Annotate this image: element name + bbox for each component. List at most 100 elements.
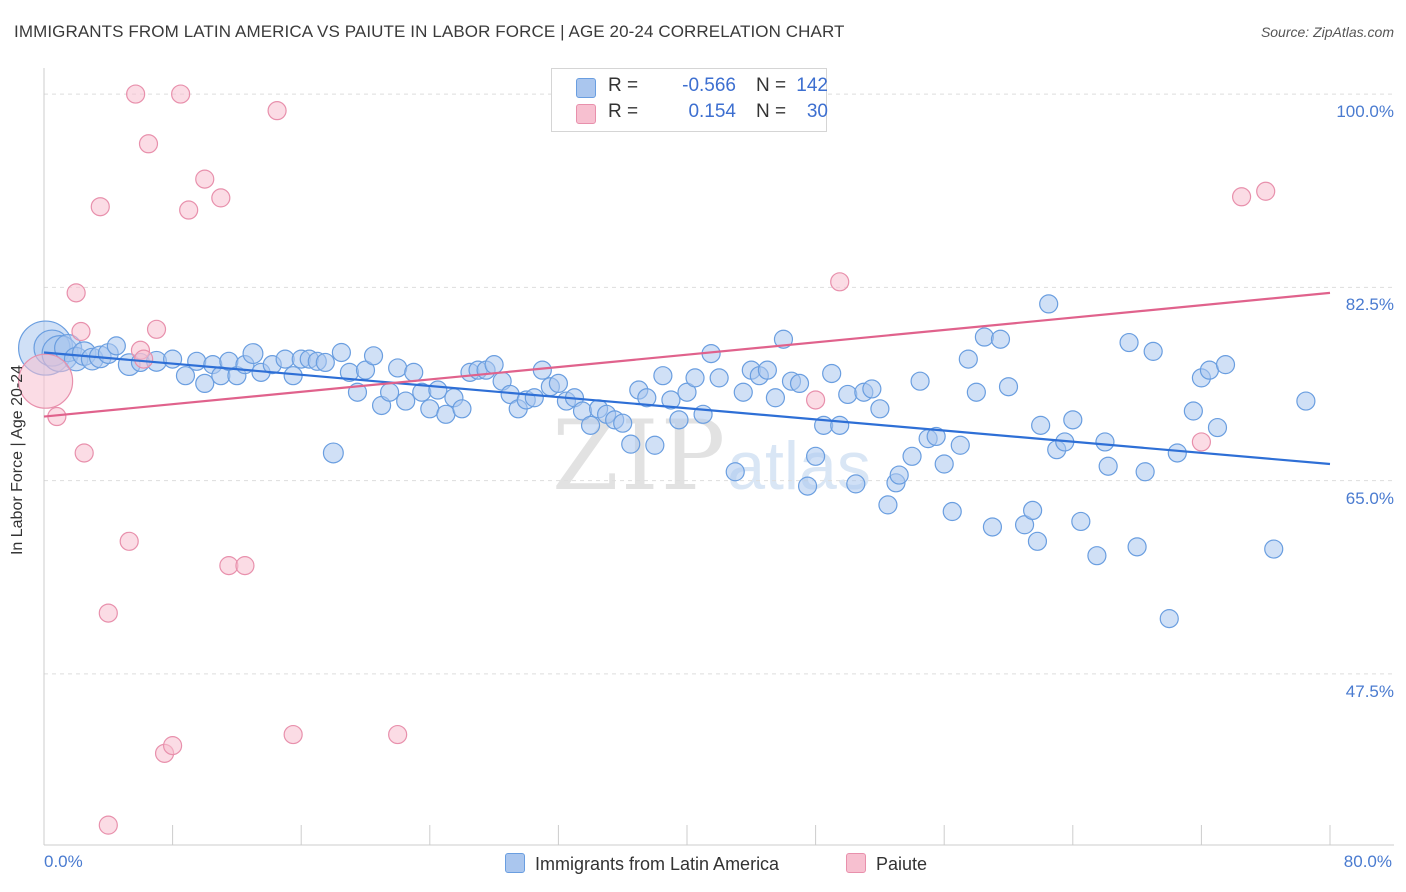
point-latin-america [765,388,786,408]
point-latin-america [1063,410,1083,430]
legend-n-value: 142 [796,75,828,96]
point-paiute [267,101,287,121]
point-latin-america [1071,511,1091,532]
bottom-legend-paiute: Paiute [846,853,927,875]
point-latin-america [388,358,408,378]
point-latin-america [902,446,922,466]
point-latin-america [1127,537,1147,557]
point-latin-america [910,371,930,391]
point-paiute [119,531,139,551]
point-paiute [283,724,303,745]
point-latin-america [275,349,295,369]
legend-r-value: 0.154 [688,101,736,122]
legend-n-label: N = [756,101,787,122]
point-latin-america [982,517,1003,537]
legend-r-label: R = [608,101,639,122]
point-latin-america [685,368,705,388]
point-latin-america [822,363,842,384]
point-latin-america [580,415,601,435]
legend-n-label: N = [756,75,787,96]
point-latin-america [773,329,794,349]
point-paiute [388,724,408,745]
y-tick-label: 47.5% [1345,681,1394,701]
legend-r-label: R = [608,75,639,96]
trend-line-latin-america [43,351,1331,466]
point-latin-america [187,351,207,371]
point-paiute [163,736,183,756]
point-latin-america [1183,401,1203,421]
y-tick-label: 100.0% [1336,102,1394,122]
point-latin-america [998,377,1019,397]
point-latin-america [846,474,866,494]
point-latin-america [1023,500,1043,521]
point-latin-america [1296,391,1316,411]
trend-line-paiute [43,291,1331,418]
point-paiute [1191,432,1212,452]
point-latin-america [878,495,898,515]
legend-n-value: 30 [806,101,828,122]
point-paiute [211,188,231,208]
point-latin-america [355,360,376,380]
point-latin-america [974,327,994,347]
point-paiute [171,84,191,104]
point-latin-america [195,373,215,394]
legend-r-value: -0.566 [682,75,736,96]
point-latin-america [1199,360,1220,380]
point-latin-america [789,373,810,394]
point-latin-america [934,454,954,474]
point-latin-america [396,391,416,411]
point-latin-america [942,501,962,522]
point-paiute [195,169,215,189]
point-latin-america [322,442,344,464]
point-paiute [805,390,826,410]
point-latin-america [862,379,882,399]
point-paiute [1231,187,1252,207]
point-latin-america [725,462,745,482]
point-latin-america [653,366,673,386]
point-latin-america [661,390,681,410]
trend-lines [43,291,1331,466]
point-latin-america [830,415,850,435]
point-latin-america [420,399,440,419]
point-latin-america [484,355,504,375]
x-tick-label-max: 80.0% [1343,852,1392,871]
point-paiute [179,200,199,220]
point-latin-america [1167,443,1187,463]
point-latin-america [404,362,424,382]
point-latin-america [838,384,858,405]
point-latin-america [926,426,946,447]
point-latin-america [331,342,351,363]
point-latin-america [637,388,657,408]
legend-swatch-blue [576,78,596,98]
point-paiute [235,556,255,576]
data-points [18,84,1316,835]
point-paiute [1256,181,1276,201]
point-latin-america [1143,341,1163,361]
point-paiute [18,353,74,409]
point-latin-america [1098,456,1118,476]
point-latin-america [1014,515,1035,535]
point-latin-america [709,368,729,388]
point-latin-america [669,410,689,430]
legend-swatch-pink [846,853,866,873]
y-tick-label: 65.0% [1345,488,1394,508]
point-latin-america [797,476,818,496]
source-credit: Source: ZipAtlas.com [1260,24,1394,40]
point-latin-america [1215,355,1236,375]
y-axis-label: In Labor Force | Age 20-24 [9,364,26,556]
point-latin-america [452,399,472,419]
point-latin-america [621,434,641,454]
point-latin-america [677,382,697,402]
point-latin-america [757,360,777,380]
correlation-legend: R = -0.566 N = 142 R = 0.154 N = 30 [551,68,828,132]
point-paiute [98,815,118,835]
legend-label-paiute: Paiute [876,854,928,874]
point-paiute [146,319,167,339]
point-latin-america [242,343,264,365]
point-latin-america [436,404,456,424]
point-latin-america [805,446,826,466]
point-latin-america [870,399,890,419]
point-latin-america [950,435,970,455]
point-paiute [830,272,850,292]
